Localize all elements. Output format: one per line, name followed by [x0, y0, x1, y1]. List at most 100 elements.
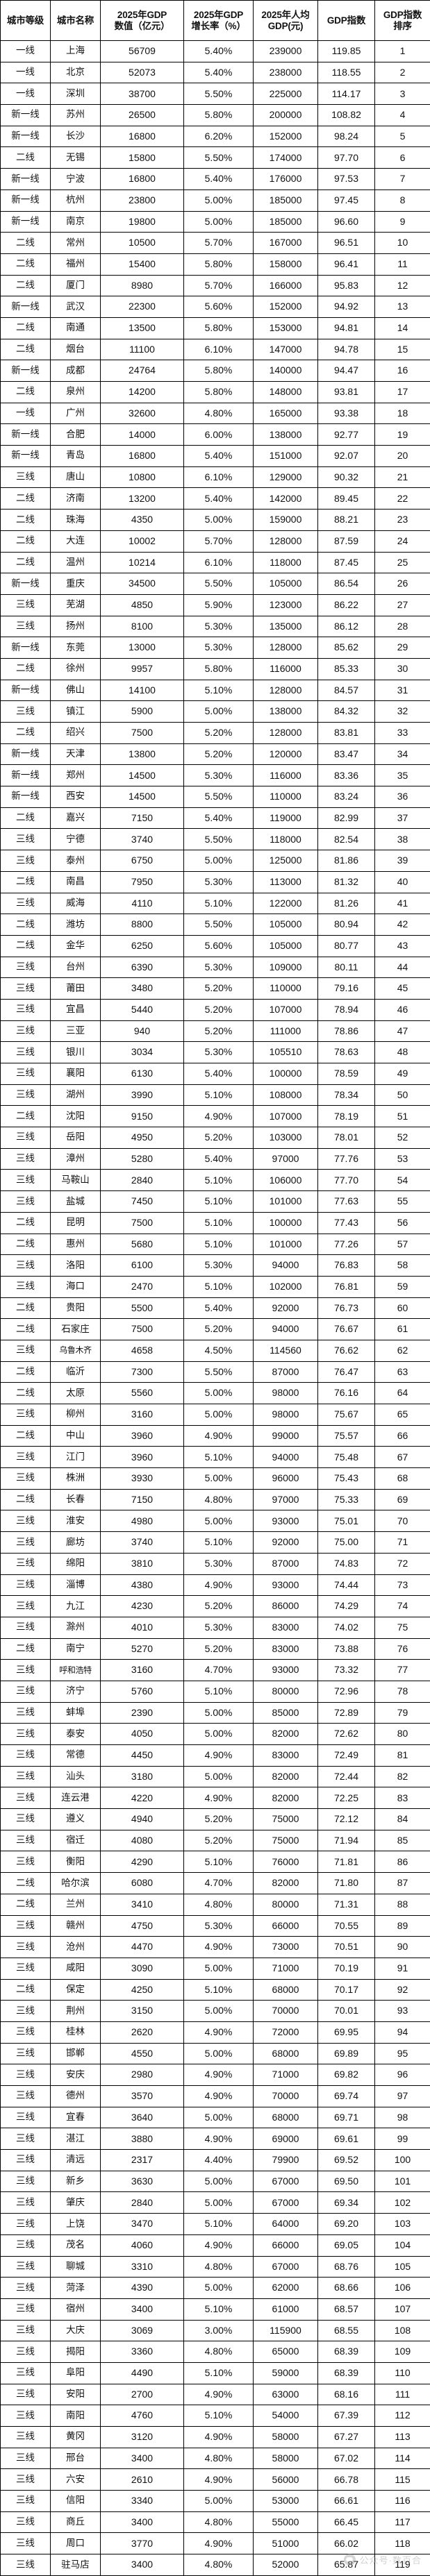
cell-rank[interactable]: 52 [375, 1127, 430, 1149]
cell-tier[interactable]: 二线 [1, 1361, 51, 1383]
cell-per[interactable]: 103000 [254, 1127, 318, 1149]
cell-growth[interactable]: 5.10% [184, 2405, 254, 2427]
cell-index[interactable]: 87.45 [318, 552, 375, 573]
cell-rank[interactable]: 33 [375, 723, 430, 744]
cell-rank[interactable]: 25 [375, 552, 430, 573]
cell-tier[interactable]: 二线 [1, 914, 51, 936]
cell-rank[interactable]: 118 [375, 2533, 430, 2554]
cell-city[interactable]: 信阳 [51, 2491, 101, 2512]
cell-per[interactable]: 58000 [254, 2427, 318, 2448]
cell-growth[interactable]: 5.40% [184, 1297, 254, 1319]
cell-per[interactable]: 68000 [254, 2043, 318, 2064]
cell-rank[interactable]: 91 [375, 1958, 430, 1979]
cell-index[interactable]: 78.63 [318, 1042, 375, 1063]
cell-per[interactable]: 138000 [254, 701, 318, 723]
cell-city[interactable]: 威海 [51, 893, 101, 914]
cell-growth[interactable]: 5.60% [184, 296, 254, 318]
cell-tier[interactable]: 三线 [1, 616, 51, 637]
cell-gdp[interactable]: 3960 [101, 1447, 184, 1468]
cell-gdp[interactable]: 2390 [101, 1702, 184, 1724]
cell-rank[interactable]: 48 [375, 1042, 430, 1063]
cell-per[interactable]: 94000 [254, 1255, 318, 1277]
cell-rank[interactable]: 63 [375, 1361, 430, 1383]
cell-growth[interactable]: 4.90% [184, 2086, 254, 2107]
cell-tier[interactable]: 三线 [1, 2192, 51, 2214]
cell-index[interactable]: 76.83 [318, 1255, 375, 1277]
cell-rank[interactable]: 70 [375, 1510, 430, 1532]
cell-gdp[interactable]: 3740 [101, 829, 184, 850]
cell-tier[interactable]: 三线 [1, 2128, 51, 2150]
cell-per[interactable]: 66000 [254, 2234, 318, 2256]
cell-rank[interactable]: 26 [375, 573, 430, 595]
cell-growth[interactable]: 5.00% [184, 2107, 254, 2128]
cell-city[interactable]: 成都 [51, 360, 101, 382]
cell-city[interactable]: 大庆 [51, 2320, 101, 2341]
cell-rank[interactable]: 1 [375, 41, 430, 62]
cell-growth[interactable]: 5.10% [184, 2362, 254, 2384]
cell-per[interactable]: 128000 [254, 680, 318, 701]
cell-city[interactable]: 邯郸 [51, 2043, 101, 2064]
cell-tier[interactable]: 新一线 [1, 786, 51, 808]
cell-gdp[interactable]: 4940 [101, 1809, 184, 1830]
cell-rank[interactable]: 24 [375, 530, 430, 552]
cell-growth[interactable]: 4.80% [184, 2256, 254, 2278]
cell-city[interactable]: 邢台 [51, 2448, 101, 2469]
cell-growth[interactable]: 5.00% [184, 2192, 254, 2214]
cell-growth[interactable]: 4.90% [184, 1787, 254, 1809]
cell-index[interactable]: 97.45 [318, 190, 375, 211]
cell-tier[interactable]: 三线 [1, 1766, 51, 1787]
cell-gdp[interactable]: 3480 [101, 978, 184, 1000]
cell-per[interactable]: 158000 [254, 253, 318, 275]
cell-rank[interactable]: 38 [375, 829, 430, 850]
cell-gdp[interactable]: 7500 [101, 723, 184, 744]
cell-city[interactable]: 安庆 [51, 2064, 101, 2086]
cell-tier[interactable]: 二线 [1, 510, 51, 531]
cell-rank[interactable]: 29 [375, 637, 430, 659]
cell-gdp[interactable]: 3990 [101, 1084, 184, 1106]
cell-gdp[interactable]: 3470 [101, 2214, 184, 2235]
cell-city[interactable]: 泰州 [51, 850, 101, 872]
cell-city[interactable]: 长春 [51, 1489, 101, 1510]
cell-index[interactable]: 68.39 [318, 2341, 375, 2363]
cell-per[interactable]: 92000 [254, 1297, 318, 1319]
cell-index[interactable]: 69.52 [318, 2150, 375, 2171]
cell-gdp[interactable]: 4010 [101, 1617, 184, 1638]
cell-per[interactable]: 239000 [254, 41, 318, 62]
cell-index[interactable]: 68.39 [318, 2362, 375, 2384]
cell-index[interactable]: 74.44 [318, 1574, 375, 1596]
cell-gdp[interactable]: 9150 [101, 1106, 184, 1127]
cell-city[interactable]: 南阳 [51, 2405, 101, 2427]
cell-city[interactable]: 汕头 [51, 1766, 101, 1787]
cell-city[interactable]: 安阳 [51, 2384, 101, 2405]
cell-tier[interactable]: 二线 [1, 275, 51, 296]
cell-growth[interactable]: 5.70% [184, 530, 254, 552]
cell-index[interactable]: 76.67 [318, 1319, 375, 1340]
cell-tier[interactable]: 三线 [1, 1063, 51, 1085]
column-header-rank[interactable]: GDP指数排序 [375, 1, 430, 41]
cell-per[interactable]: 96000 [254, 1468, 318, 1490]
cell-city[interactable]: 淮安 [51, 1510, 101, 1532]
cell-index[interactable]: 86.12 [318, 616, 375, 637]
cell-per[interactable]: 63000 [254, 2384, 318, 2405]
cell-gdp[interactable]: 14500 [101, 786, 184, 808]
cell-rank[interactable]: 74 [375, 1596, 430, 1617]
cell-rank[interactable]: 55 [375, 1191, 430, 1213]
cell-city[interactable]: 宜昌 [51, 999, 101, 1020]
cell-per[interactable]: 142000 [254, 488, 318, 510]
cell-rank[interactable]: 4 [375, 105, 430, 126]
cell-gdp[interactable]: 3160 [101, 1660, 184, 1681]
cell-growth[interactable]: 5.00% [184, 2043, 254, 2064]
cell-rank[interactable]: 110 [375, 2362, 430, 2384]
cell-tier[interactable]: 二线 [1, 935, 51, 957]
cell-growth[interactable]: 5.30% [184, 957, 254, 978]
cell-gdp[interactable]: 52073 [101, 62, 184, 83]
cell-rank[interactable]: 57 [375, 1234, 430, 1255]
